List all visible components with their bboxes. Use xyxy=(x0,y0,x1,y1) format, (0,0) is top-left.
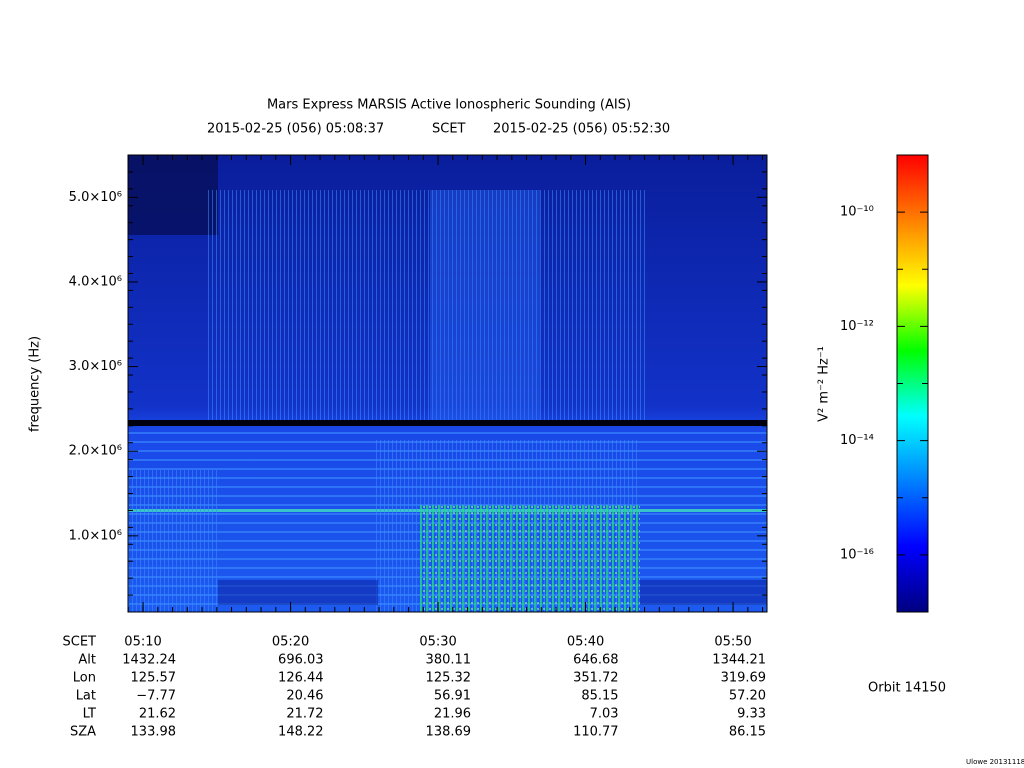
start-time: 2015-02-25 (056) 05:08:37 xyxy=(207,122,384,137)
ephemeris-value: 126.44 xyxy=(278,671,324,686)
plot-frame xyxy=(127,154,768,613)
ephemeris-value: 110.77 xyxy=(573,725,619,740)
ephemeris-value: 21.62 xyxy=(139,707,176,722)
ephemeris-row-label: SZA xyxy=(70,725,96,740)
x-tick-label: 05:10 xyxy=(124,635,161,650)
ephemeris-row-label: LT xyxy=(83,707,96,722)
ephemeris-value: 1432.24 xyxy=(122,653,176,668)
colorbar-tick-label: 10⁻¹⁴ xyxy=(840,433,874,448)
colorbar-label: V² m⁻² Hz⁻¹ xyxy=(817,346,832,422)
ephemeris-value: 646.68 xyxy=(573,653,619,668)
ephemeris-value: 138.69 xyxy=(426,725,472,740)
ephemeris-value: 380.11 xyxy=(426,653,472,668)
y-tick-label: 2.0×10⁶ xyxy=(69,444,122,459)
x-tick-label: 05:40 xyxy=(567,635,604,650)
ephemeris-row-label: Alt xyxy=(78,653,96,668)
ephemeris-value: 7.03 xyxy=(590,707,619,722)
ephemeris-value: 85.15 xyxy=(581,689,618,704)
ephemeris-value: 133.98 xyxy=(131,725,177,740)
spectrogram-image xyxy=(128,155,767,612)
ephemeris-value: 125.32 xyxy=(426,671,472,686)
x-tick-label: 05:50 xyxy=(714,635,751,650)
ephemeris-value: 319.69 xyxy=(721,671,767,686)
chart-title: Mars Express MARSIS Active Ionospheric S… xyxy=(267,98,631,113)
ephemeris-value: 351.72 xyxy=(573,671,619,686)
ephemeris-value: 20.46 xyxy=(286,689,323,704)
y-tick-label: 1.0×10⁶ xyxy=(69,528,122,543)
ephemeris-value: 696.03 xyxy=(278,653,324,668)
y-tick-label: 3.0×10⁶ xyxy=(69,359,122,374)
colorbar-tick-label: 10⁻¹⁶ xyxy=(840,547,874,562)
ephemeris-value: 148.22 xyxy=(278,725,324,740)
colorbar-tick-label: 10⁻¹² xyxy=(840,319,874,334)
y-axis-label: frequency (Hz) xyxy=(28,336,43,432)
ephemeris-value: 56.91 xyxy=(434,689,471,704)
end-time: 2015-02-25 (056) 05:52:30 xyxy=(493,122,670,137)
time-system: SCET xyxy=(432,122,466,137)
ephemeris-value: 86.15 xyxy=(729,725,766,740)
ephemeris-value: 9.33 xyxy=(737,707,766,722)
ephemeris-value: 1344.21 xyxy=(712,653,766,668)
colorbar-tick-label: 10⁻¹⁰ xyxy=(840,205,874,220)
ephemeris-value: −7.77 xyxy=(136,689,176,704)
x-tick-label: 05:20 xyxy=(272,635,309,650)
ephemeris-value: 21.72 xyxy=(286,707,323,722)
ephemeris-row-label: Lon xyxy=(73,671,96,686)
footer: Ulowe 20131118 xyxy=(966,758,1024,766)
ephemeris-value: 21.96 xyxy=(434,707,471,722)
x-tick-label: 05:30 xyxy=(419,635,456,650)
ephemeris-value: 57.20 xyxy=(729,689,766,704)
ephemeris-value: 125.57 xyxy=(131,671,177,686)
orbit-label: Orbit 14150 xyxy=(868,681,946,696)
y-tick-label: 5.0×10⁶ xyxy=(69,190,122,205)
ephemeris-row-label: Lat xyxy=(76,689,96,704)
ephemeris-time-label: SCET xyxy=(63,635,97,650)
y-tick-label: 4.0×10⁶ xyxy=(69,274,122,289)
